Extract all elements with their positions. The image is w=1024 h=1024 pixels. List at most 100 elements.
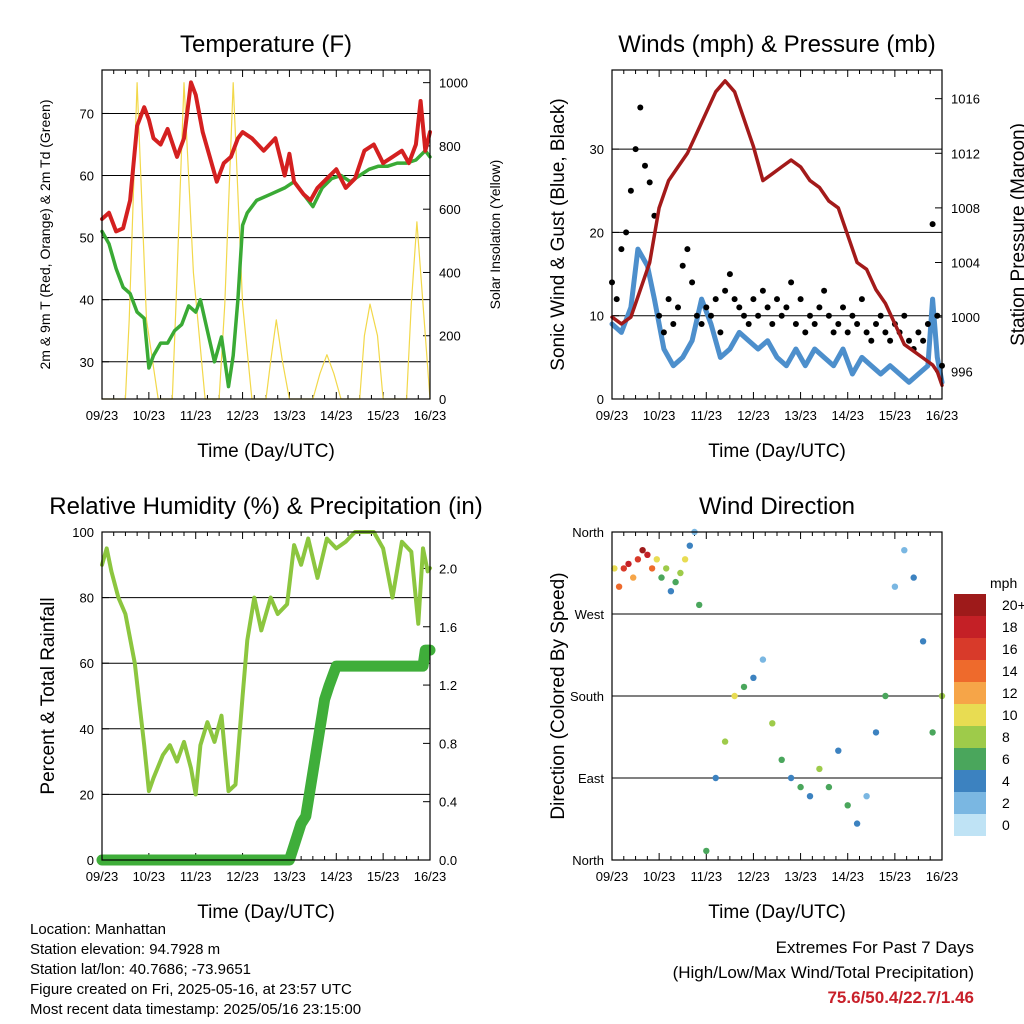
gust-point [901, 312, 908, 319]
winds-ytick-right-label: 1012 [951, 146, 980, 161]
winds-title: Winds (mph) & Pressure (mb) [618, 31, 935, 58]
gust-point [726, 271, 733, 278]
temperature-ytick-label: 40 [80, 293, 94, 308]
gust-point [854, 321, 861, 327]
gust-point [637, 104, 644, 111]
humidity-ytick-right-label: 1.6 [439, 620, 457, 635]
direction-xtick-label: 15/23 [879, 869, 912, 884]
winds-ytick-right-label: 1004 [951, 255, 980, 270]
direction-xtick-label: 11/23 [690, 869, 722, 884]
gust-point [764, 304, 771, 311]
colorbar-swatch [954, 682, 986, 704]
gust-point [802, 329, 809, 336]
gust-point [816, 304, 823, 311]
gust-point [882, 329, 889, 336]
temperature-xtick-label: 12/23 [226, 408, 259, 423]
gust-point [830, 329, 837, 336]
gust-point [915, 329, 922, 336]
direction-point [611, 565, 618, 572]
winds-xtick-label: 16/23 [926, 408, 959, 423]
direction-xtick-label: 10/23 [643, 869, 676, 884]
winds-ylabel-right: Station Pressure (Maroon) [1008, 123, 1024, 346]
direction-panel: Wind Direction Time (Day/UTC) Direction (C… [548, 493, 1024, 923]
winds-xtick-label: 15/23 [879, 408, 912, 423]
temperature-ytick-label: 60 [80, 169, 94, 184]
gust-point [934, 312, 941, 319]
direction-point [797, 783, 804, 791]
humidity-ytick-label: 20 [80, 787, 94, 802]
direction-point [731, 692, 738, 700]
gust-point [656, 312, 663, 319]
winds-panel: Winds (mph) & Pressure (mb) Time (Day/UTC… [548, 31, 1024, 462]
direction-point [750, 674, 757, 681]
temperature-ylabel-right: Solar Insolation (Yellow) [487, 160, 503, 310]
direction-ytick-label: East [578, 771, 604, 786]
gust-point [745, 321, 752, 327]
gust-point [920, 337, 927, 344]
gust-point [693, 312, 700, 319]
colorbar-label: 16 [1002, 641, 1018, 657]
winds-xtick-label: 09/23 [596, 408, 629, 423]
humidity-xtick-label: 15/23 [367, 869, 400, 884]
extremes-title: Extremes For Past 7 Days [775, 938, 974, 957]
winds-ylabel: Sonic Wind & Gust (Blue, Black) [548, 98, 569, 370]
colorbar-label: 2 [1002, 795, 1010, 811]
humidity-ytick-right-label: 0.8 [439, 736, 457, 751]
extremes-subtitle: (High/Low/Max Wind/Total Precipitation) [672, 963, 974, 982]
gust-point [736, 304, 743, 311]
winds-ytick-right-label: 996 [951, 365, 973, 380]
colorbar-swatch [954, 748, 986, 770]
direction-point [891, 583, 899, 590]
winds-ytick-label: 0 [597, 392, 604, 407]
humidity-title: Relative Humidity (%) & Precipitation (i… [49, 493, 482, 520]
winds-ytick-label: 20 [590, 225, 604, 240]
gust-point [774, 296, 780, 303]
winds-ytick-label: 10 [590, 309, 604, 324]
temperature-ytick-right-label: 0 [439, 392, 446, 407]
humidity-ytick-label: 40 [80, 722, 94, 737]
gust-point [788, 279, 795, 286]
temperature-ytick-label: 70 [80, 106, 94, 121]
humidity-plot-border [101, 531, 431, 861]
gust-point [684, 246, 691, 253]
gust-point [623, 229, 630, 236]
winds-ytick-right-label: 1000 [951, 310, 980, 325]
gust-point [731, 296, 738, 303]
winds-xtick-label: 10/23 [643, 408, 676, 423]
winds-ytick-right-label: 1008 [951, 201, 980, 216]
colorbar-swatch [954, 704, 986, 726]
gust-point [750, 296, 757, 303]
relative-humidity-line [100, 530, 432, 797]
temperature-xtick-label: 16/23 [414, 408, 447, 423]
colorbar-swatch [954, 638, 986, 660]
colorbar-swatch [954, 792, 986, 814]
humidity-ytick-label: 100 [72, 525, 94, 540]
direction-xtick-label: 12/23 [737, 869, 770, 884]
direction-point [929, 729, 936, 736]
winds-ytick-label: 30 [590, 142, 604, 157]
colorbar-label: 14 [1002, 663, 1018, 679]
temperature-ytick-label: 50 [80, 231, 94, 246]
direction-point [740, 683, 748, 691]
temperature-ytick-right-label: 400 [439, 265, 461, 280]
gust-point [849, 312, 856, 319]
direction-point [696, 601, 703, 609]
direction-title: Wind Direction [699, 493, 855, 520]
direction-point [630, 574, 637, 581]
gust-point [759, 287, 766, 294]
gust-point [632, 146, 639, 153]
colorbar-swatch [954, 814, 986, 836]
humidity-ytick-label: 60 [80, 656, 94, 671]
winds-plot-border [611, 69, 943, 400]
colorbar-swatch [954, 770, 986, 792]
direction-point [681, 556, 689, 563]
temperature-xtick-label: 15/23 [367, 408, 400, 423]
colorbar-label: 20+ [1002, 597, 1024, 613]
gust-point [792, 321, 799, 327]
gust-point [755, 312, 762, 319]
gust-point [769, 321, 776, 327]
humidity-xtick-label: 13/23 [273, 869, 306, 884]
direction-point [853, 820, 861, 827]
gust-point [825, 312, 832, 319]
